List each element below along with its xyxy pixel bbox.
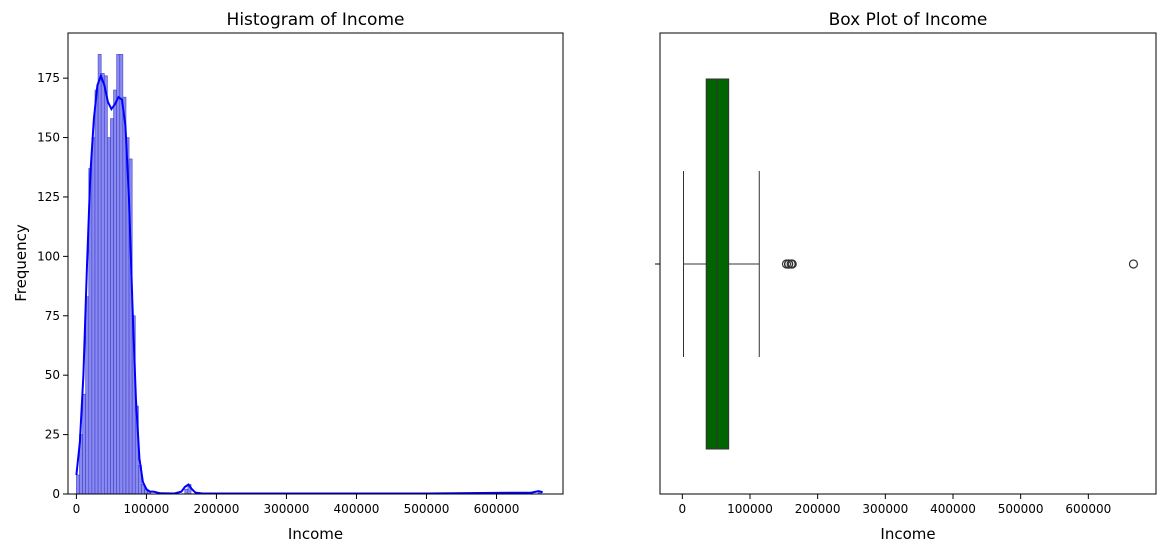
histogram-bars <box>76 54 542 495</box>
x-tick-label: 400000 <box>334 502 380 516</box>
histogram-bar <box>97 54 102 495</box>
outlier-point <box>784 259 794 269</box>
histogram-bar <box>110 118 114 495</box>
y-tick-label: 50 <box>45 368 60 382</box>
x-tick-label: 600000 <box>1065 502 1111 516</box>
boxplot-title: Box Plot of Income <box>829 10 988 30</box>
x-tick-label: 500000 <box>404 502 450 516</box>
x-tick-label: 300000 <box>862 502 908 516</box>
histogram-bar <box>91 137 96 495</box>
histogram-y-ticks: 0 25 50 75 100 125 150 175 <box>37 71 68 501</box>
x-tick-label: 600000 <box>474 502 520 516</box>
histogram-bar <box>184 488 189 495</box>
y-tick-label: 175 <box>37 71 60 85</box>
x-tick-label: 0 <box>73 502 81 516</box>
x-tick-label: 400000 <box>930 502 976 516</box>
boxplot-elements <box>683 78 1139 450</box>
histogram-title: Histogram of Income <box>227 10 405 30</box>
histogram-x-ticks: 0 100000 200000 300000 400000 500000 600000 <box>73 494 520 516</box>
y-tick-label: 0 <box>52 487 60 501</box>
x-tick-label: 500000 <box>998 502 1044 516</box>
y-tick-label: 25 <box>45 428 60 442</box>
x-tick-label: 200000 <box>795 502 841 516</box>
y-tick-label: 100 <box>37 249 60 263</box>
x-tick-label: 100000 <box>124 502 170 516</box>
histogram-bar <box>116 54 121 495</box>
x-tick-label: 300000 <box>264 502 310 516</box>
kde-curve <box>75 72 543 495</box>
y-tick-label: 125 <box>37 190 60 204</box>
x-tick-label: 100000 <box>727 502 773 516</box>
histogram-bar <box>100 73 105 495</box>
boxplot-x-label: Income <box>880 525 935 543</box>
histogram-x-label: Income <box>288 525 343 543</box>
histogram-axes-frame <box>67 32 564 495</box>
x-tick-label: 200000 <box>194 502 240 516</box>
histogram-bar <box>94 89 99 495</box>
histogram-bar <box>113 89 117 495</box>
y-tick-label: 150 <box>37 131 60 145</box>
histogram-bar <box>82 393 86 495</box>
y-tick-label: 75 <box>45 309 60 323</box>
histogram-bar <box>119 54 124 495</box>
histogram-bar <box>85 296 90 495</box>
x-tick-label: 0 <box>679 502 687 516</box>
boxplot-panel: Box Plot of Income 0 100000 200000 300000 40… <box>655 10 1157 543</box>
histogram-panel: Histogram of Income 0 100000 200000 300000 4… <box>12 10 564 543</box>
histogram-bar <box>76 474 80 495</box>
histogram-bar <box>122 96 127 495</box>
outlier-point <box>1128 259 1139 269</box>
outlier-point <box>787 259 797 269</box>
histogram-bar <box>103 75 108 495</box>
boxplot-x-ticks: 0 100000 200000 300000 400000 500000 600000 <box>679 494 1111 516</box>
histogram-y-label: Frequency <box>12 224 30 302</box>
histogram-bar <box>107 137 111 495</box>
